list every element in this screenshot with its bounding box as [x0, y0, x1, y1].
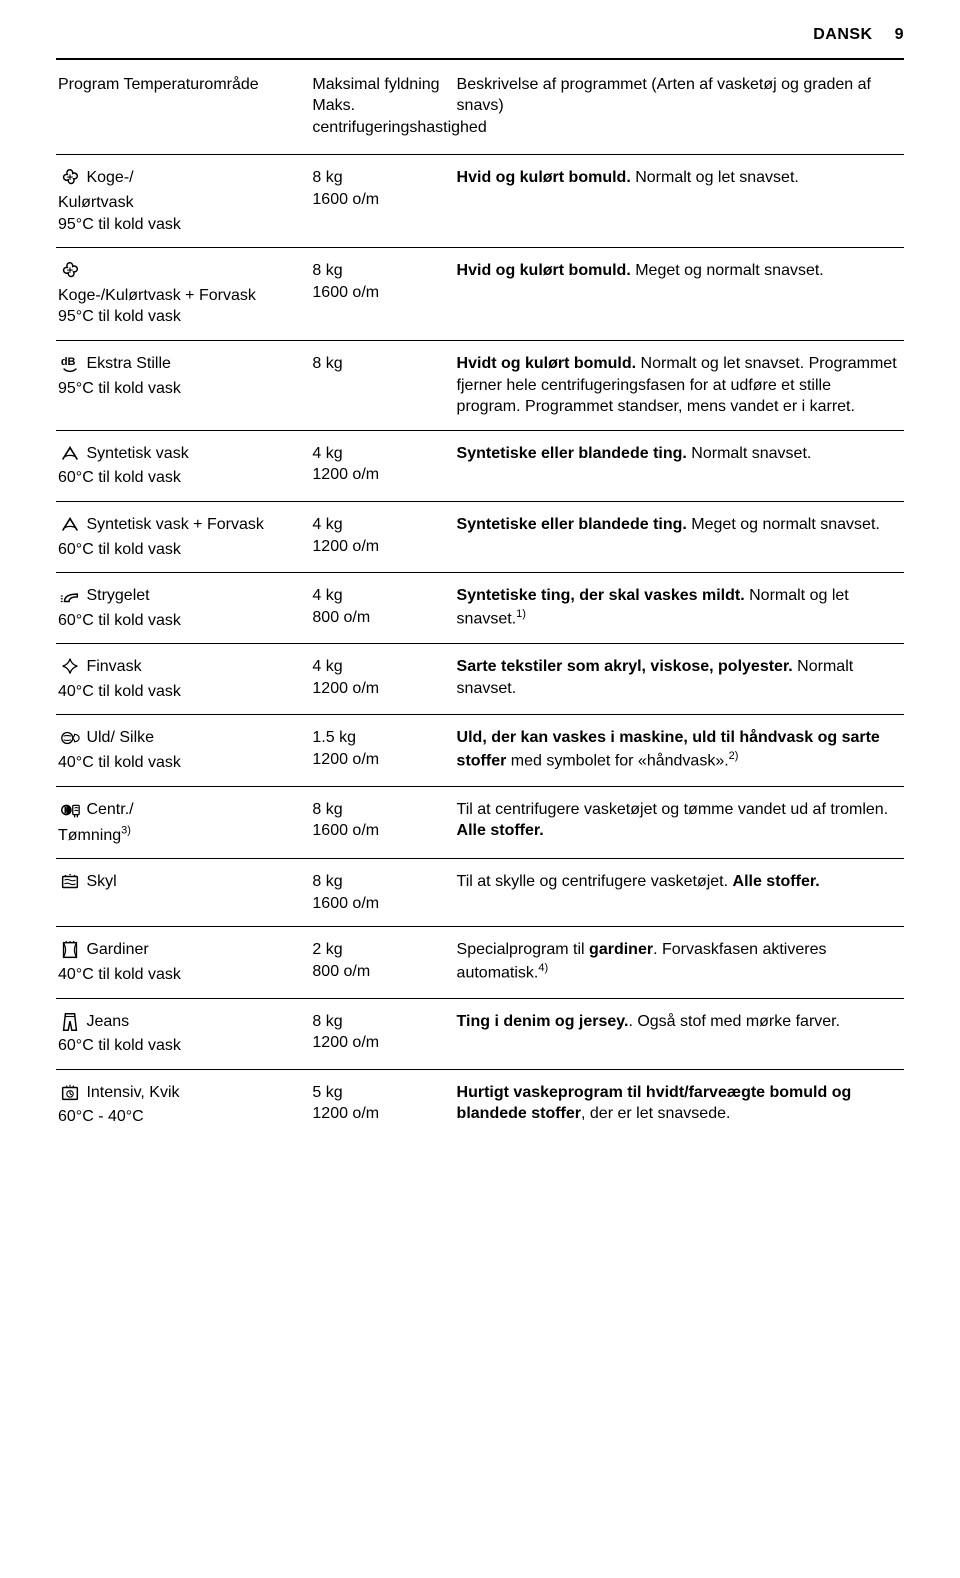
cell-load: 4 kg800 o/m: [310, 573, 454, 644]
iron-icon: [58, 585, 82, 610]
cell-program: Centr./Tømning3): [56, 786, 310, 859]
table-row: Jeans60°C til kold vask8 kg1200 o/mTing …: [56, 998, 904, 1069]
cell-description: Hvidt og kulørt bomuld. Normalt og let s…: [455, 340, 904, 430]
table-row: Syntetisk vask60°C til kold vask4 kg1200…: [56, 430, 904, 501]
cell-description: Sarte tekstiler som akryl, viskose, poly…: [455, 644, 904, 715]
table-row: Uld/ Silke40°C til kold vask1.5 kg1200 o…: [56, 715, 904, 786]
cell-load: 8 kg1600 o/m: [310, 786, 454, 859]
cell-program: Ekstra Stille95°C til kold vask: [56, 340, 310, 430]
cell-load: 8 kg1600 o/m: [310, 859, 454, 927]
cell-load: 8 kg1600 o/m: [310, 248, 454, 341]
cell-program: Strygelet60°C til kold vask: [56, 573, 310, 644]
rinse-icon: [58, 871, 82, 896]
table-row: Koge-/Kulørtvask + Forvask95°C til kold …: [56, 248, 904, 341]
cell-load: 4 kg1200 o/m: [310, 430, 454, 501]
cell-description: Til at skylle og centrifugere vasketøjet…: [455, 859, 904, 927]
cell-program: Syntetisk vask60°C til kold vask: [56, 430, 310, 501]
col-load: Maksimal fyldning Maks. centrifugeringsh…: [310, 59, 454, 155]
cell-load: 5 kg1200 o/m: [310, 1069, 454, 1140]
cell-load: 8 kg1200 o/m: [310, 998, 454, 1069]
table-row: Skyl 8 kg1600 o/mTil at skylle og centrif…: [56, 859, 904, 927]
cell-description: Syntetiske eller blandede ting. Meget og…: [455, 501, 904, 572]
cell-description: Uld, der kan vaskes i maskine, uld til h…: [455, 715, 904, 786]
cell-program: Intensiv, Kvik60°C - 40°C: [56, 1069, 310, 1140]
cell-description: Til at centrifugere vasketøjet og tømme …: [455, 786, 904, 859]
header-language: DANSK: [813, 24, 872, 46]
program-name: Syntetisk vask + Forvask60°C til kold va…: [58, 516, 264, 558]
fine-icon: [58, 656, 82, 681]
cell-program: Uld/ Silke40°C til kold vask: [56, 715, 310, 786]
col-desc: Beskrivelse af programmet (Arten af vask…: [455, 59, 904, 155]
program-name: Koge-/Kulørtvask + Forvask95°C til kold …: [58, 287, 256, 326]
cotton-icon: [58, 260, 82, 285]
jeans-icon: [58, 1011, 82, 1036]
table-row: Syntetisk vask + Forvask60°C til kold va…: [56, 501, 904, 572]
cell-load: 4 kg1200 o/m: [310, 644, 454, 715]
table-row: Strygelet60°C til kold vask4 kg800 o/mSy…: [56, 573, 904, 644]
cell-program: Koge-/Kulørtvask + Forvask95°C til kold …: [56, 248, 310, 341]
table-row: Ekstra Stille95°C til kold vask8 kgHvidt…: [56, 340, 904, 430]
quick-icon: [58, 1082, 82, 1107]
cell-program: Jeans60°C til kold vask: [56, 998, 310, 1069]
header-page-number: 9: [895, 24, 904, 46]
table-row: Koge-/Kulørtvask95°C til kold vask8 kg16…: [56, 155, 904, 248]
programs-table: Program Temperaturområde Maksimal fyldni…: [56, 58, 904, 1140]
cell-description: Specialprogram til gardiner. Forvaskfase…: [455, 927, 904, 998]
cell-program: Skyl: [56, 859, 310, 927]
cell-description: Syntetiske ting, der skal vaskes mildt. …: [455, 573, 904, 644]
table-row: Centr./Tømning3)8 kg1600 o/mTil at centr…: [56, 786, 904, 859]
table-row: Finvask40°C til kold vask4 kg1200 o/mSar…: [56, 644, 904, 715]
table-row: Gardiner40°C til kold vask2 kg800 o/mSpe…: [56, 927, 904, 998]
cell-description: Ting i denim og jersey.. Også stof med m…: [455, 998, 904, 1069]
syn-icon: [58, 514, 82, 539]
cell-description: Syntetiske eller blandede ting. Normalt …: [455, 430, 904, 501]
cell-load: 8 kg: [310, 340, 454, 430]
curtain-icon: [58, 939, 82, 964]
cell-program: Finvask40°C til kold vask: [56, 644, 310, 715]
table-row: Intensiv, Kvik60°C - 40°C5 kg1200 o/mHur…: [56, 1069, 904, 1140]
page: DANSK 9 Program Temperaturområde Maksima…: [0, 0, 960, 1180]
cotton-icon: [58, 167, 82, 192]
syn-icon: [58, 443, 82, 468]
spin-icon: [58, 799, 82, 824]
cell-description: Hurtigt vaskeprogram til hvidt/farveægte…: [455, 1069, 904, 1140]
col-program: Program Temperaturområde: [56, 59, 310, 155]
table-header-row: Program Temperaturområde Maksimal fyldni…: [56, 59, 904, 155]
page-header: DANSK 9: [56, 24, 904, 58]
cell-program: Koge-/Kulørtvask95°C til kold vask: [56, 155, 310, 248]
cell-load: 2 kg800 o/m: [310, 927, 454, 998]
cell-load: 8 kg1600 o/m: [310, 155, 454, 248]
cell-program: Syntetisk vask + Forvask60°C til kold va…: [56, 501, 310, 572]
cell-description: Hvid og kulørt bomuld. Normalt og let sn…: [455, 155, 904, 248]
db-icon: [58, 353, 82, 378]
cell-program: Gardiner40°C til kold vask: [56, 927, 310, 998]
program-name: Skyl: [82, 873, 117, 890]
cell-load: 4 kg1200 o/m: [310, 501, 454, 572]
cell-load: 1.5 kg1200 o/m: [310, 715, 454, 786]
cell-description: Hvid og kulørt bomuld. Meget og normalt …: [455, 248, 904, 341]
wool-icon: [58, 727, 82, 752]
